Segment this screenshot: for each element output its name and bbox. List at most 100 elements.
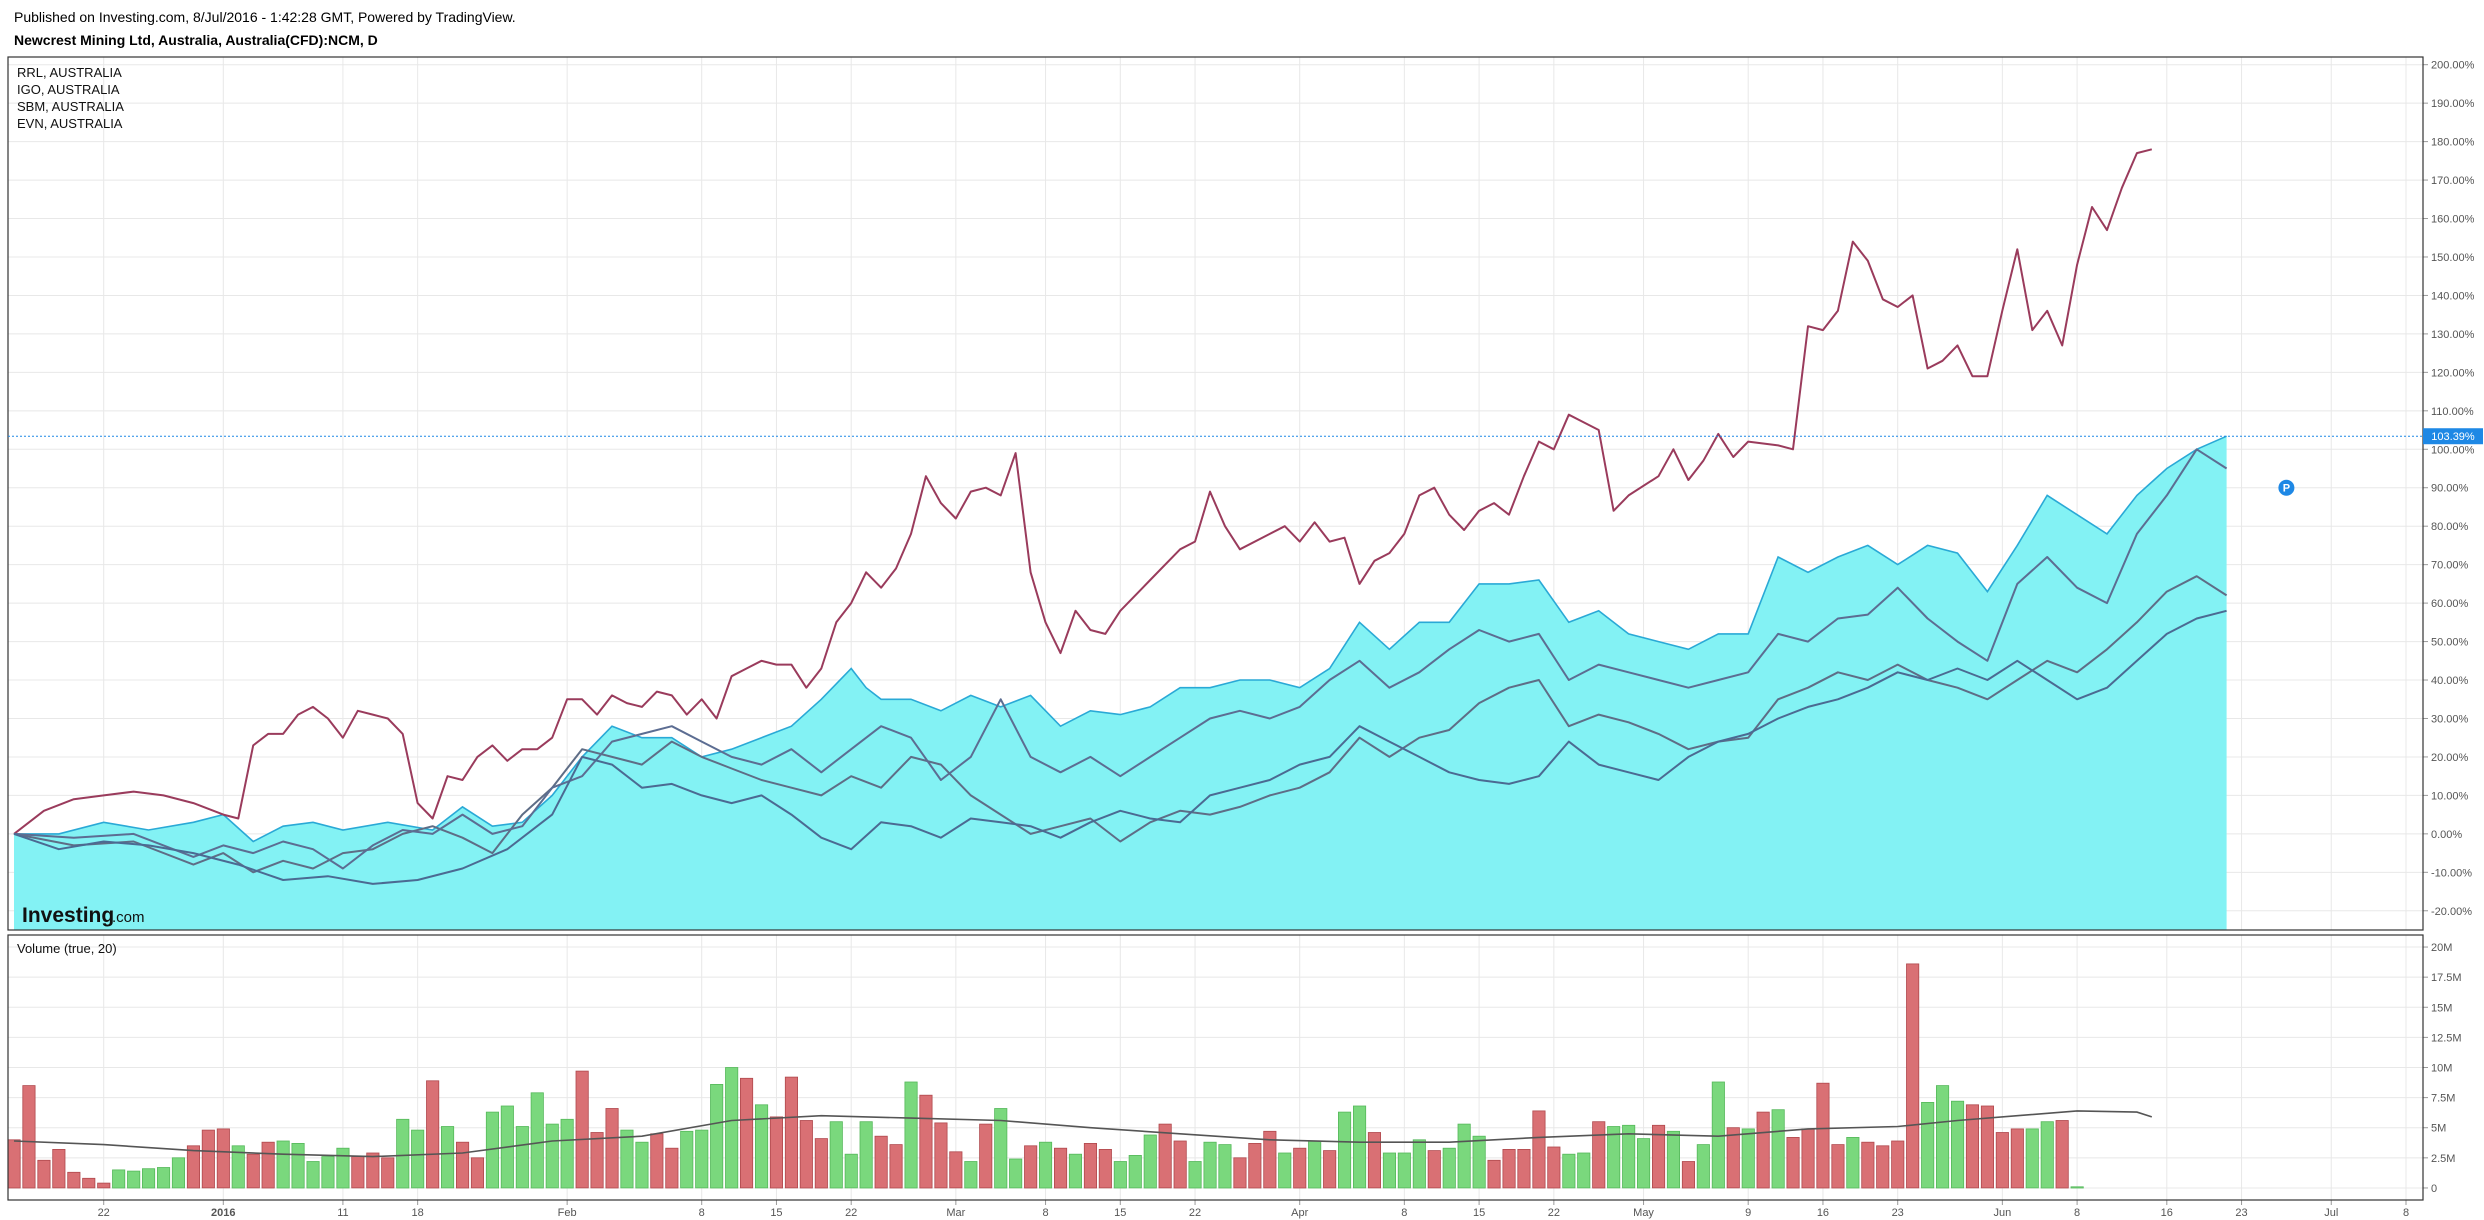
volume-bar[interactable]	[1353, 1105, 1367, 1189]
volume-bar[interactable]	[1547, 1146, 1561, 1189]
volume-bar[interactable]	[231, 1145, 245, 1189]
volume-bar[interactable]	[1024, 1145, 1038, 1189]
volume-bar[interactable]	[934, 1122, 948, 1189]
volume-bar[interactable]	[1203, 1141, 1217, 1189]
volume-bar[interactable]	[1397, 1152, 1411, 1189]
volume-bar[interactable]	[1233, 1157, 1247, 1189]
volume-bar[interactable]	[1861, 1141, 1875, 1189]
volume-bar[interactable]	[1158, 1123, 1172, 1189]
volume-bar[interactable]	[2070, 1186, 2084, 1189]
volume-bar[interactable]	[1218, 1144, 1232, 1189]
volume-bar[interactable]	[366, 1152, 380, 1189]
volume-bar[interactable]	[635, 1141, 649, 1189]
volume-bar[interactable]	[859, 1121, 873, 1189]
volume-bar[interactable]	[755, 1104, 769, 1189]
volume-bar[interactable]	[411, 1129, 425, 1189]
volume-bar[interactable]	[1128, 1155, 1142, 1189]
volume-bar[interactable]	[1562, 1153, 1576, 1189]
volume-bar[interactable]	[1771, 1109, 1785, 1189]
volume-bar[interactable]	[1786, 1137, 1800, 1189]
volume-bar[interactable]	[605, 1108, 619, 1189]
volume-bar[interactable]	[1607, 1126, 1621, 1189]
volume-bar[interactable]	[1098, 1149, 1112, 1189]
volume-bar[interactable]	[874, 1135, 888, 1189]
volume-bar[interactable]	[1726, 1127, 1740, 1189]
volume-bar[interactable]	[1891, 1140, 1905, 1189]
volume-bar[interactable]	[1980, 1105, 1995, 1189]
volume-bar[interactable]	[1831, 1144, 1845, 1189]
volume-bar[interactable]	[2025, 1128, 2039, 1189]
volume-bar[interactable]	[440, 1126, 455, 1189]
volume-panel[interactable]	[7, 963, 2153, 1189]
volume-bar[interactable]	[1173, 1140, 1187, 1189]
volume-bar[interactable]	[979, 1123, 993, 1189]
volume-bar[interactable]	[306, 1161, 320, 1189]
volume-bar[interactable]	[590, 1132, 604, 1189]
series-rrl-line[interactable]	[13, 148, 2153, 835]
price-panel[interactable]	[13, 148, 2228, 930]
volume-bar[interactable]	[291, 1143, 305, 1189]
volume-bar[interactable]	[1009, 1158, 1023, 1189]
volume-bar[interactable]	[1054, 1147, 1068, 1189]
volume-bar[interactable]	[1846, 1137, 1860, 1189]
volume-bar[interactable]	[904, 1081, 918, 1189]
volume-bar[interactable]	[545, 1123, 559, 1189]
volume-bar[interactable]	[1487, 1159, 1501, 1189]
volume-bar[interactable]	[22, 1085, 36, 1189]
volume-bar[interactable]	[1652, 1124, 1666, 1189]
volume-bar[interactable]	[381, 1157, 395, 1189]
volume-bar[interactable]	[695, 1129, 709, 1189]
volume-bar[interactable]	[1741, 1128, 1755, 1189]
volume-bar[interactable]	[829, 1121, 843, 1189]
volume-bar[interactable]	[1188, 1161, 1202, 1189]
volume-bar[interactable]	[156, 1167, 171, 1189]
volume-bar[interactable]	[1951, 1100, 1965, 1189]
series-sbm-line[interactable]	[13, 448, 2228, 870]
volume-bar[interactable]	[650, 1133, 664, 1189]
volume-bar[interactable]	[1308, 1140, 1322, 1189]
volume-bar[interactable]	[127, 1170, 141, 1189]
volume-bar[interactable]	[351, 1156, 365, 1189]
volume-bar[interactable]	[396, 1118, 410, 1189]
volume-bar[interactable]	[769, 1116, 783, 1189]
volume-bar[interactable]	[186, 1145, 201, 1189]
volume-bar[interactable]	[1412, 1139, 1426, 1189]
volume-bar[interactable]	[740, 1077, 754, 1189]
volume-bar[interactable]	[216, 1128, 230, 1189]
volume-bar[interactable]	[1532, 1110, 1546, 1189]
volume-bar[interactable]	[1039, 1141, 1053, 1189]
series-igo-line[interactable]	[13, 575, 2228, 874]
volume-bar[interactable]	[1338, 1111, 1352, 1189]
volume-bar[interactable]	[1816, 1082, 1830, 1189]
volume-bar[interactable]	[141, 1168, 156, 1189]
volume-bar[interactable]	[1637, 1138, 1651, 1189]
volume-bar[interactable]	[1921, 1102, 1935, 1189]
volume-bar[interactable]	[1666, 1130, 1681, 1189]
volume-bar[interactable]	[426, 1080, 440, 1189]
volume-bar[interactable]	[575, 1070, 589, 1189]
volume-bar[interactable]	[1278, 1152, 1292, 1189]
volume-bar[interactable]	[276, 1140, 290, 1189]
volume-bar[interactable]	[2010, 1128, 2024, 1189]
volume-bar[interactable]	[2040, 1121, 2054, 1189]
volume-bar[interactable]	[1427, 1150, 1441, 1189]
volume-bar[interactable]	[1592, 1121, 1606, 1189]
volume-bar[interactable]	[336, 1147, 350, 1189]
volume-bar[interactable]	[680, 1130, 694, 1189]
series-ncm-line[interactable]	[14, 435, 2227, 843]
volume-bar[interactable]	[994, 1108, 1008, 1189]
volume-bar[interactable]	[725, 1067, 739, 1189]
volume-bar[interactable]	[7, 1139, 21, 1189]
volume-bar[interactable]	[1936, 1085, 1950, 1189]
volume-bar[interactable]	[1696, 1144, 1710, 1189]
volume-bar[interactable]	[1472, 1135, 1486, 1189]
volume-bar[interactable]	[1517, 1149, 1531, 1189]
volume-bar[interactable]	[1248, 1143, 1262, 1189]
volume-bar[interactable]	[97, 1182, 111, 1189]
volume-bar[interactable]	[1143, 1134, 1157, 1189]
volume-bar[interactable]	[1068, 1153, 1083, 1189]
volume-bar[interactable]	[1457, 1123, 1471, 1189]
volume-bar[interactable]	[246, 1153, 260, 1189]
volume-bar[interactable]	[1293, 1147, 1307, 1189]
